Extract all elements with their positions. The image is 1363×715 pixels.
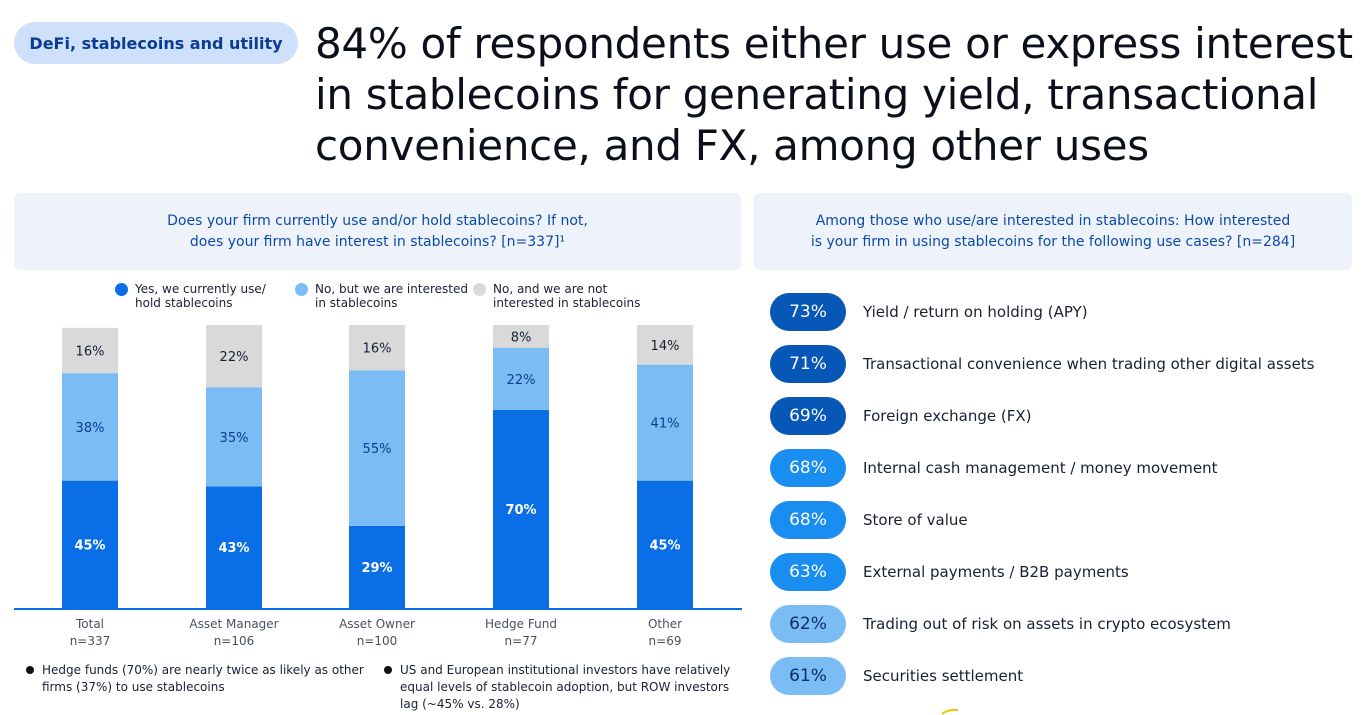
use-case-label: External payments / B2B payments [863, 563, 1129, 581]
bar-segment [62, 480, 118, 608]
use-case-pct: 63% [770, 553, 846, 591]
use-case-pct: 69% [770, 397, 846, 435]
category-n-label: n=69 [649, 634, 682, 648]
use-case-pct: 62% [770, 605, 846, 643]
bar-segment [62, 373, 118, 481]
category-n-label: n=337 [70, 634, 111, 648]
note-hedge-funds: Hedge funds (70%) are nearly twice as li… [26, 662, 371, 696]
legend-item-not-interested: No, and we are not interested in stableco… [473, 282, 653, 310]
use-case-row: 69% Foreign exchange (FX) [770, 390, 1315, 442]
use-case-label: Yield / return on holding (APY) [863, 303, 1088, 321]
use-case-row: 68% Internal cash management / money move… [770, 442, 1315, 494]
use-case-pct: 61% [770, 657, 846, 695]
legend-label: in stablecoins [315, 296, 398, 310]
data-label: 14% [651, 339, 680, 354]
use-case-pct: 68% [770, 501, 846, 539]
use-case-row: 73% Yield / return on holding (APY) [770, 286, 1315, 338]
left-question-line1: Does your firm currently use and/or hold… [167, 212, 588, 229]
use-case-list: 73% Yield / return on holding (APY) 71% Tr… [770, 286, 1315, 702]
bullet-icon [26, 666, 34, 674]
legend-label: Yes, we currently use/ [135, 282, 266, 296]
data-label: 22% [507, 373, 536, 388]
right-question-line2: is your firm in using stablecoins for th… [810, 233, 1296, 250]
right-question-line1: Among those who use/are interested in st… [815, 212, 1291, 229]
category-label: Hedge Fund [485, 617, 557, 631]
use-case-row: 62% Trading out of risk on assets in cryp… [770, 598, 1315, 650]
data-label: 43% [218, 541, 249, 556]
use-case-row: 68% Store of value [770, 494, 1315, 546]
bar-segment [62, 327, 118, 374]
bar-segment [206, 325, 262, 388]
note-line: equal levels of stablecoin adoption, but… [400, 680, 730, 694]
use-case-label: Trading out of risk on assets in crypto … [863, 615, 1231, 633]
note-line: Hedge funds (70%) are nearly twice as li… [42, 663, 364, 677]
use-case-pct: 68% [770, 449, 846, 487]
bar-segment [637, 325, 693, 365]
bar-segment [349, 370, 405, 526]
legend-item-interested: No, but we are interested in stablecoins [295, 282, 473, 310]
data-label: 45% [74, 538, 105, 553]
category-n-label: n=100 [357, 634, 398, 648]
category-n-label: n=77 [505, 634, 538, 648]
category-label: Asset Manager [189, 617, 278, 631]
data-label: 38% [76, 421, 105, 436]
legend-label: interested in stablecoins [493, 296, 641, 310]
bar-segment [349, 525, 405, 608]
data-label: 22% [220, 350, 249, 365]
data-label: 41% [651, 417, 680, 432]
use-case-pct: 73% [770, 293, 846, 331]
page-title: 84% of respondents either use or express… [315, 19, 1353, 170]
use-case-label: Foreign exchange (FX) [863, 407, 1032, 425]
legend-label: hold stablecoins [135, 296, 233, 310]
bar-segment [493, 325, 549, 348]
note-line: US and European institutional investors … [400, 663, 731, 677]
section-tag: DeFi, stablecoins and utility [14, 22, 298, 64]
data-label: 16% [363, 342, 392, 357]
legend-label: No, but we are interested [315, 282, 468, 296]
bar-segment [206, 387, 262, 487]
note-regional: US and European institutional investors … [384, 662, 734, 713]
data-label: 29% [361, 561, 392, 576]
bar-segment [493, 347, 549, 410]
category-label: Other [648, 617, 682, 631]
use-case-pct: 71% [770, 345, 846, 383]
use-case-label: Internal cash management / money movemen… [863, 459, 1218, 477]
note-line: firms (37%) to use stablecoins [42, 680, 225, 694]
bar-segment [493, 409, 549, 608]
legend-dot-interested [295, 283, 308, 296]
use-case-label: Store of value [863, 511, 968, 529]
use-case-row: 61% Securities settlement [770, 650, 1315, 702]
legend-dot-use [115, 283, 128, 296]
chart-legend: Yes, we currently use/hold stablecoins N… [115, 282, 653, 310]
category-label: Asset Owner [339, 617, 415, 631]
right-question-box: Among those who use/are interested in st… [754, 193, 1352, 270]
use-case-label: Transactional convenience when trading o… [863, 355, 1315, 373]
use-case-row: 63% External payments / B2B payments [770, 546, 1315, 598]
category-label: Total [75, 617, 104, 631]
category-n-label: n=106 [214, 634, 255, 648]
decorative-mark [941, 708, 959, 715]
bar-segment [349, 325, 405, 371]
data-label: 8% [511, 330, 532, 345]
note-line: lag (~45% vs. 28%) [400, 697, 520, 711]
legend-dot-not-interested [473, 283, 486, 296]
left-question-box: Does your firm currently use and/or hold… [14, 193, 741, 270]
bullet-icon [384, 666, 392, 674]
data-label: 45% [649, 538, 680, 553]
legend-label: No, and we are not [493, 282, 608, 296]
left-question-line2: does your firm have interest in stableco… [189, 233, 566, 250]
data-label: 70% [505, 503, 536, 518]
use-case-row: 71% Transactional convenience when tradin… [770, 338, 1315, 390]
stacked-bar-chart: 45% 38% 16% Total n=337 43% 35% 22% Asset Manage… [14, 325, 742, 648]
data-label: 55% [363, 442, 392, 457]
legend-item-use: Yes, we currently use/hold stablecoins [115, 282, 295, 310]
bar-segment [637, 364, 693, 481]
data-label: 16% [76, 344, 105, 359]
bar-segment [206, 486, 262, 608]
data-label: 35% [220, 431, 249, 446]
bar-segment [637, 480, 693, 608]
use-case-label: Securities settlement [863, 667, 1024, 685]
